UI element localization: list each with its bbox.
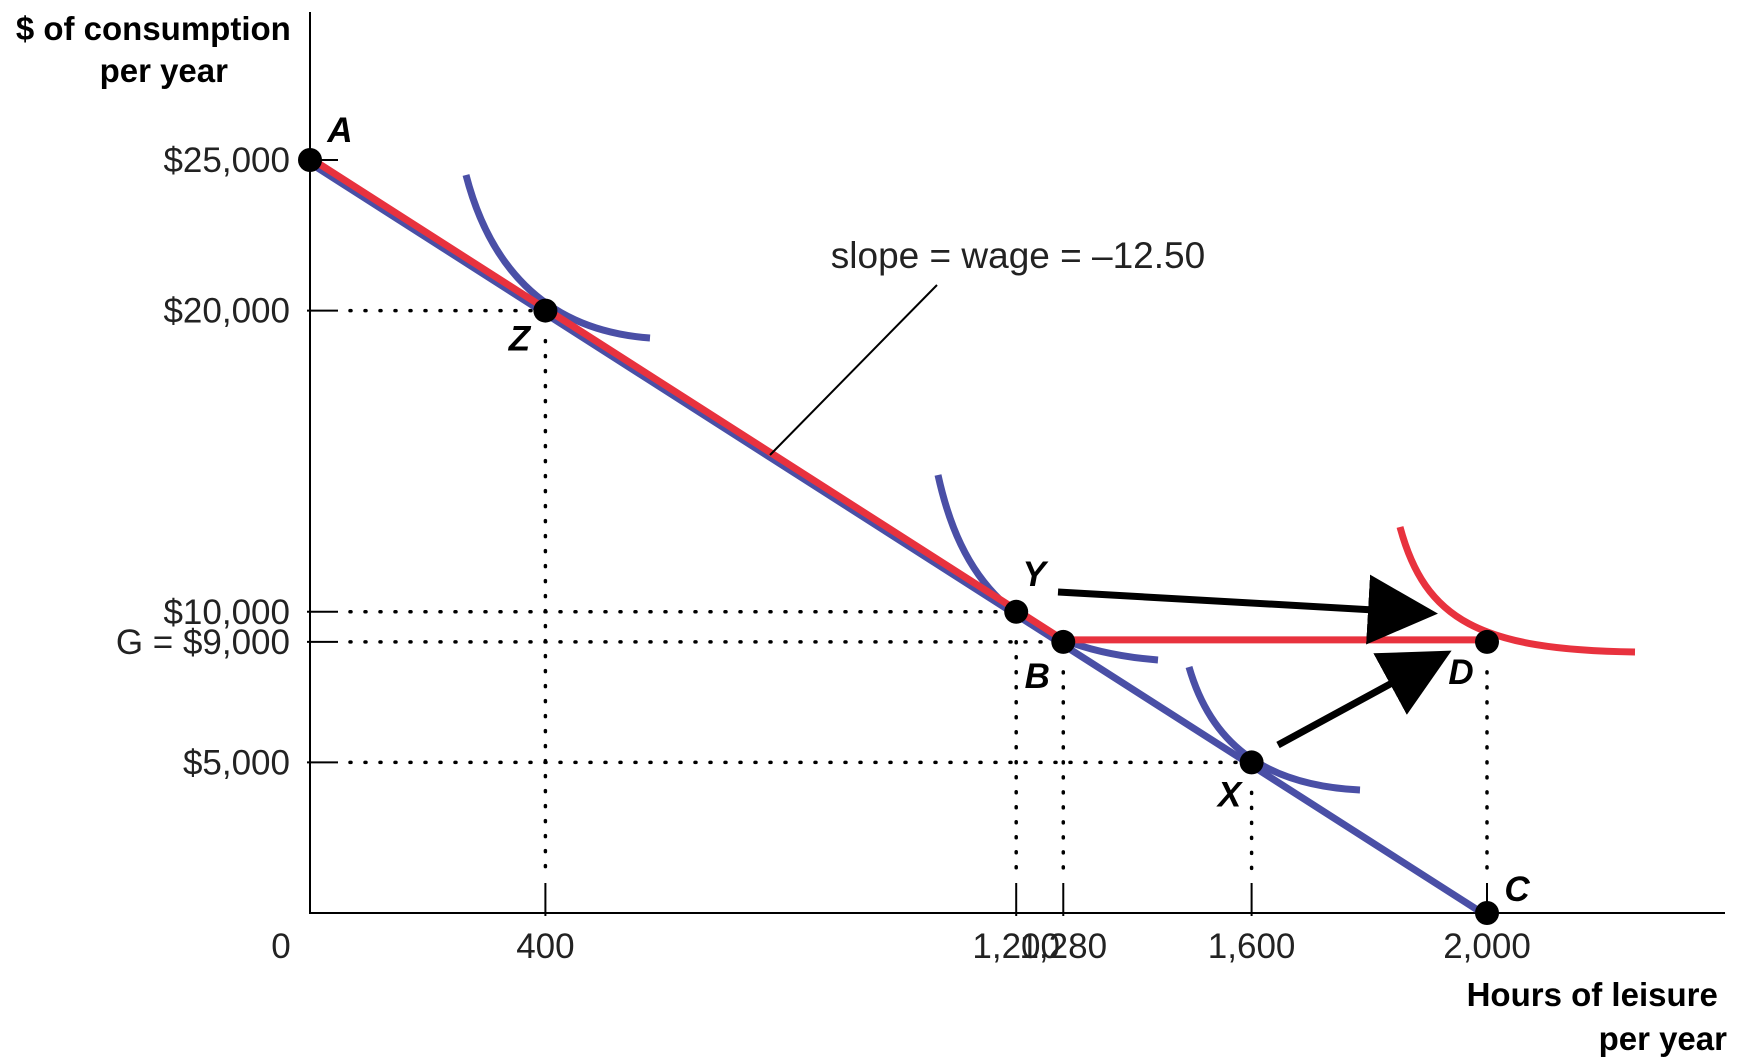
point-b <box>1051 629 1076 654</box>
point-label-x: X <box>1216 775 1244 814</box>
point-a <box>298 148 322 172</box>
x-tick-label: 1,600 <box>1208 927 1296 966</box>
arrow-y-to-d <box>1057 574 1438 645</box>
point-c <box>1475 901 1499 925</box>
movement-arrows <box>1057 574 1452 749</box>
y-tick-label: G = $9,000 <box>116 623 290 662</box>
y-tick-label: $5,000 <box>183 743 290 782</box>
y-axis-label: $ of consumption per year <box>16 10 300 89</box>
point-labels: A Z Y B X D C <box>326 111 1530 909</box>
y-tick-label: $20,000 <box>163 292 290 331</box>
x-axis-label: Hours of leisure per year <box>1467 976 1728 1057</box>
point-z <box>533 298 558 323</box>
indifference-curve-x <box>1185 666 1361 794</box>
point-y <box>1004 599 1029 624</box>
annotation-leader <box>769 284 938 456</box>
line-budget-original <box>308 160 1489 919</box>
y-tick-label: $25,000 <box>163 141 290 180</box>
x-tick-label: 1,280 <box>1019 927 1107 966</box>
points <box>298 148 1499 925</box>
indifference-curve-d <box>1396 526 1636 656</box>
point-label-a: A <box>326 111 352 150</box>
guide-lines <box>348 308 1489 871</box>
arrow-x-to-d <box>1276 650 1452 749</box>
point-d <box>1475 629 1499 654</box>
point-label-y: Y <box>1023 555 1049 594</box>
x-tick-label: 400 <box>516 927 574 966</box>
point-x <box>1239 750 1264 775</box>
point-label-c: C <box>1504 870 1530 909</box>
y-tick-label: $10,000 <box>163 593 290 632</box>
point-label-z: Z <box>508 320 532 359</box>
point-label-b: B <box>1025 657 1050 696</box>
point-label-d: D <box>1448 653 1473 692</box>
x-tick-label: 2,000 <box>1443 927 1531 966</box>
x-tick-label: 1,200 <box>972 927 1060 966</box>
x-tick-label: 0 <box>271 927 290 966</box>
indifference-curve-z <box>462 174 651 342</box>
slope-annotation: slope = wage = –12.50 <box>831 235 1205 276</box>
